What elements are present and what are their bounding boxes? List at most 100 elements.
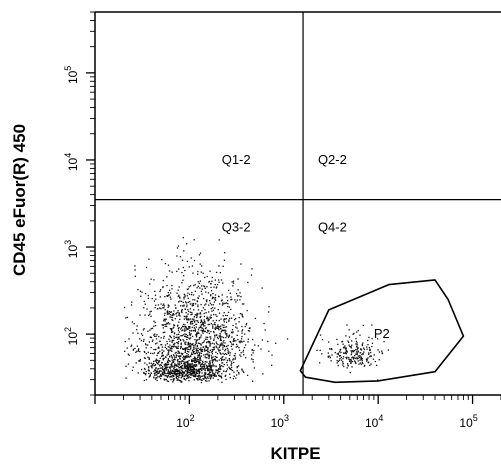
data-point [224,345,226,348]
data-point [178,379,181,382]
data-point [230,298,232,301]
data-point [220,338,222,340]
data-point [205,317,208,320]
data-point [184,363,186,365]
data-point [239,340,241,342]
data-point [138,360,140,362]
data-point [169,336,171,338]
data-point [183,293,185,296]
data-point [139,338,141,340]
x-tick-label: 104 [365,413,383,430]
data-point [251,380,254,382]
data-point [188,374,190,376]
data-point [173,337,175,339]
data-point [352,333,354,335]
data-point [329,357,331,359]
data-point [157,347,159,349]
data-point [218,265,220,267]
data-point [197,347,199,350]
data-point [177,369,179,371]
data-point [206,346,209,349]
data-point [155,338,158,340]
data-point [206,331,208,334]
data-point [179,358,181,360]
data-point [219,368,222,370]
data-point [196,333,198,336]
data-point [193,360,196,362]
data-point [187,344,189,346]
data-point [177,336,180,339]
data-point [146,308,148,310]
data-point [154,333,156,335]
data-point [193,318,195,320]
data-point [147,344,149,346]
data-point [187,371,189,374]
data-point [361,343,363,346]
data-point [223,353,225,356]
data-point [221,358,223,361]
data-point [201,327,203,329]
y-axis-label: CD45 eFuor(R) 450 [10,123,29,277]
data-point [212,292,214,295]
data-point [218,319,220,322]
data-point [203,319,205,321]
data-point [151,297,153,300]
data-point [212,372,214,374]
data-point [236,295,239,297]
data-point [154,294,157,296]
data-point [354,355,356,357]
data-point [367,343,369,346]
data-point [210,355,213,357]
data-point [184,351,186,354]
data-point [199,321,202,324]
data-point [350,350,352,352]
data-point [170,372,172,375]
data-point [139,360,141,362]
data-point [195,371,198,373]
data-point [176,255,178,257]
data-point [185,361,187,364]
data-point [200,343,202,345]
data-point [157,376,159,378]
data-point [376,338,379,340]
data-point [222,365,224,368]
data-point [216,283,219,286]
data-point [177,301,180,303]
data-point [197,379,199,381]
data-point [210,351,213,353]
data-point [170,378,172,381]
data-point [166,376,169,378]
data-point [172,361,174,363]
data-point [179,371,181,373]
data-point [208,357,210,360]
data-point [200,355,202,357]
data-point [245,324,247,326]
data-point [179,315,181,317]
data-point [172,373,174,375]
data-point [189,334,191,337]
data-point [226,368,229,370]
data-point [135,329,138,331]
data-point [176,292,178,294]
data-point [144,373,147,376]
data-point [144,362,146,364]
data-point [147,351,149,353]
data-point [187,301,189,304]
data-point [360,357,363,359]
data-point [264,329,266,331]
data-point [231,369,234,372]
data-point [173,378,175,380]
data-point [356,349,358,351]
data-point [190,368,193,371]
data-point [214,346,216,348]
data-point [355,362,357,365]
data-point [175,312,178,314]
data-point [199,252,202,254]
data-point [198,371,201,374]
data-point [160,378,162,380]
data-point [179,256,182,258]
data-point [187,354,189,356]
data-point [200,336,202,338]
data-point [160,308,162,310]
data-point [185,348,187,350]
